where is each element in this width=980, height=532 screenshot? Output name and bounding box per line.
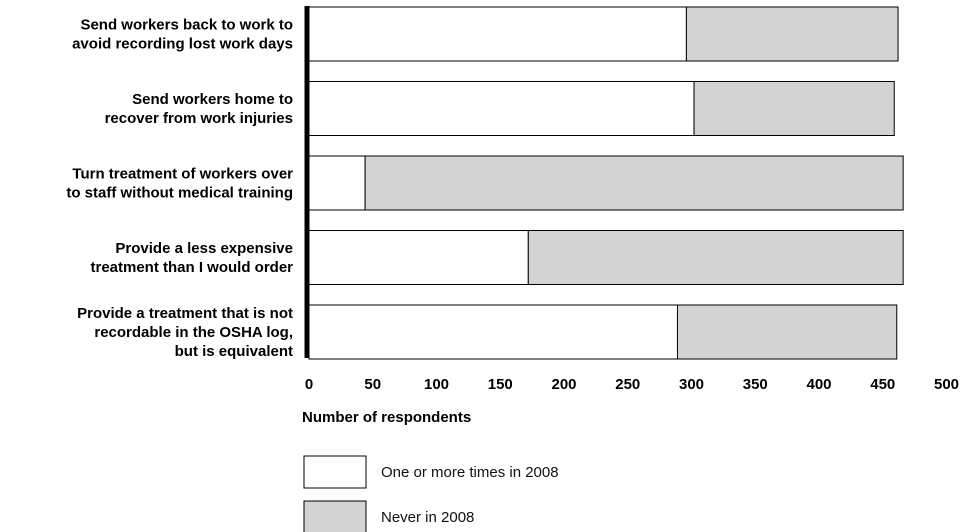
x-tick-label-50: 50 [364, 376, 381, 393]
bar-one-or-more-3 [308, 155, 366, 211]
x-tick-label-300: 300 [679, 376, 704, 393]
x-tick-label-0: 0 [305, 376, 313, 393]
category-label-2-line-1: Send workers home to [132, 91, 293, 108]
x-tick-label-200: 200 [551, 376, 576, 393]
category-label-4-line-1: Provide a less expensive [115, 240, 293, 257]
x-tick-label-350: 350 [743, 376, 768, 393]
bar-one-or-more-4 [308, 230, 529, 285]
category-label-2-line-2: recover from work injuries [105, 110, 293, 127]
bar-one-or-more-1 [308, 6, 687, 62]
legend-label-1: One or more times in 2008 [381, 464, 559, 481]
x-tick-label-150: 150 [488, 376, 513, 393]
legend: One or more times in 2008 Never in 2008 [303, 455, 559, 532]
category-label-1-line-2: avoid recording lost work days [72, 36, 293, 53]
legend-swatch-1 [303, 455, 367, 489]
x-tick-label-400: 400 [806, 376, 831, 393]
category-label-4-line-2: treatment than I would order [90, 259, 293, 276]
category-label-5-line-1: Provide a treatment that is not [77, 305, 293, 322]
bar-never-1 [685, 6, 899, 62]
bar-never-5 [676, 304, 898, 360]
category-label-3-line-1: Turn treatment of workers over [72, 166, 293, 183]
bars [308, 6, 904, 360]
x-tick-label-500: 500 [934, 376, 959, 393]
category-label-3-line-2: to staff without medical training [66, 185, 293, 202]
bar-never-3 [364, 155, 904, 211]
legend-label-2: Never in 2008 [381, 509, 474, 526]
bar-never-2 [693, 81, 895, 136]
category-labels: Send workers back to work to avoid record… [66, 17, 293, 361]
bar-one-or-more-5 [308, 304, 678, 360]
x-axis-title: Number of respondents [302, 409, 471, 426]
category-label-5-line-3: but is equivalent [175, 343, 293, 360]
x-tick-label-450: 450 [870, 376, 895, 393]
category-label-1-line-1: Send workers back to work to [80, 17, 293, 34]
legend-swatch-2 [303, 500, 367, 532]
bar-never-4 [527, 230, 904, 285]
x-tick-label-250: 250 [615, 376, 640, 393]
category-label-5-line-2: recordable in the OSHA log, [94, 324, 293, 341]
x-axis-tick-labels: 0 50 100 150 200 250 300 350 400 450 500 [305, 376, 959, 393]
x-tick-label-100: 100 [424, 376, 449, 393]
bar-one-or-more-2 [308, 81, 695, 136]
